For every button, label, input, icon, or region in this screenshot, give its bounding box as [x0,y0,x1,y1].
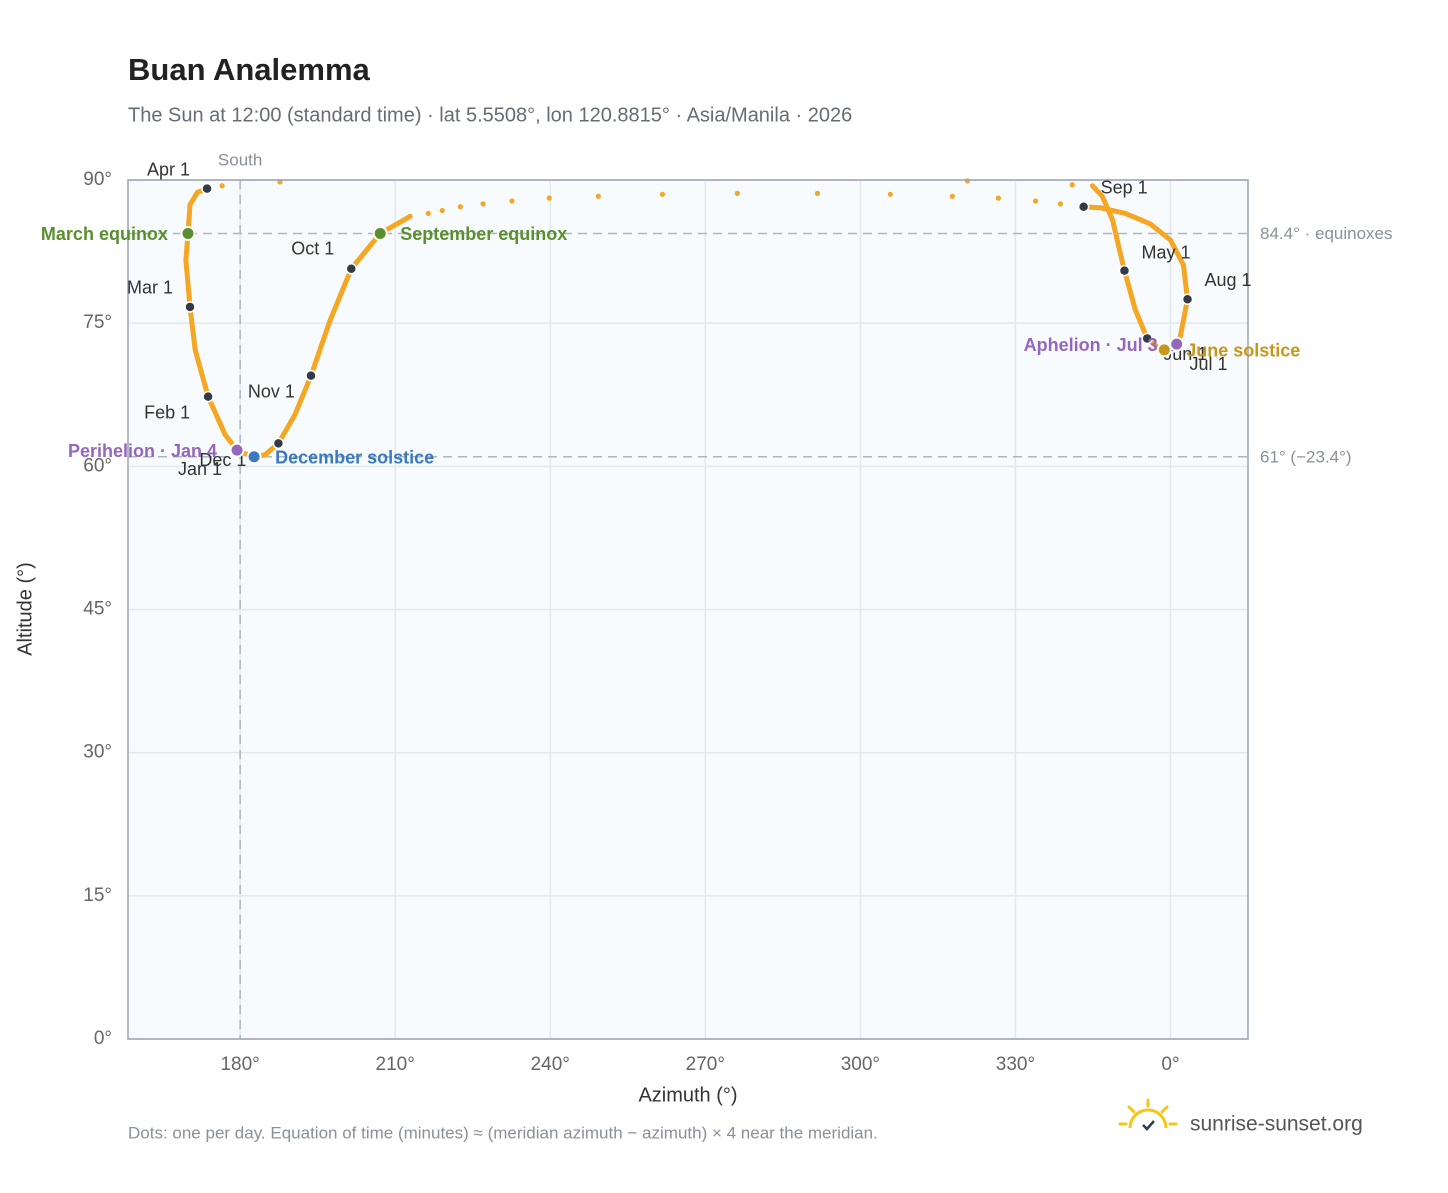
event-label: March equinox [41,224,168,244]
daily-dot [509,198,515,204]
reference-label: 84.4° · equinoxes [1260,224,1393,243]
daily-dot [995,195,1001,201]
event-marker [1156,342,1172,358]
y-tick-label: 75° [83,312,112,333]
y-tick-label: 15° [83,885,112,906]
daily-dot [457,204,463,210]
daily-dot [439,207,445,214]
daily-dot [425,210,431,217]
event-marker [180,225,196,241]
month-label: Jul 1 [1190,354,1228,374]
month-marker [184,301,196,313]
x-tick-label: 300° [841,1054,880,1075]
month-marker [1181,293,1194,306]
reference-label: 61° (−23.4°) [1260,447,1352,466]
x-tick-label: 270° [686,1054,725,1075]
daily-dot [814,190,821,196]
month-marker [1077,200,1090,213]
daily-dot [546,195,552,201]
reference-label: South [218,150,262,169]
month-marker [305,369,317,382]
month-label: Oct 1 [291,239,334,259]
chart-subtitle: The Sun at 12:00 (standard time) · lat 5… [128,104,852,126]
event-marker [246,449,262,465]
x-tick-label: 180° [220,1054,259,1075]
daily-dot [964,178,970,184]
brand-name: sunrise-sunset.org [1190,1113,1363,1136]
daily-dot [480,201,486,207]
month-marker [1118,264,1131,277]
month-marker [272,437,285,450]
month-marker [345,263,358,275]
month-marker [202,390,214,403]
y-tick-label: 45° [83,599,112,620]
event-label: December solstice [275,448,434,468]
y-tick-label: 60° [83,455,112,476]
y-axis-label: Altitude (°) [14,562,36,656]
x-tick-label: 210° [376,1054,415,1075]
daily-dot [887,191,893,197]
brand-logo [1118,1098,1178,1131]
month-label: Jan 1 [178,459,222,479]
month-marker [1141,332,1153,345]
month-label: Apr 1 [147,159,190,179]
plot-frame [127,179,1249,1040]
y-tick-label: 0° [94,1028,112,1049]
event-marker [372,225,388,241]
month-label: May 1 [1141,242,1190,262]
event-label: September equinox [400,224,567,244]
x-tick-label: 0° [1161,1054,1179,1075]
footnote: Dots: one per day. Equation of time (min… [128,1123,878,1142]
event-label: June solstice [1186,341,1300,361]
y-tick-label: 30° [83,742,112,763]
daily-dot [1069,182,1075,188]
daily-dot [1032,198,1039,204]
month-label: Aug 1 [1205,270,1252,290]
month-marker [201,182,213,195]
event-marker [1169,336,1185,352]
daily-dot [734,190,740,196]
event-label: Aphelion · Jul 3 [1024,335,1158,355]
x-tick-label: 330° [996,1054,1035,1075]
daily-dot [1057,201,1063,207]
chart-title: Buan Analemma [128,52,371,87]
event-label: Perihelion · Jan 4 [68,441,217,461]
month-label: Mar 1 [127,278,173,298]
y-tick-label: 90° [83,169,112,190]
month-label: Sep 1 [1101,177,1148,197]
event-marker [229,442,245,458]
month-label: Nov 1 [248,381,295,401]
x-axis-label: Azimuth (°) [638,1084,737,1106]
x-tick-label: 240° [531,1054,570,1075]
daily-dot [595,193,601,199]
daily-dot [219,183,225,189]
month-label: Feb 1 [144,402,190,422]
daily-dot [949,193,955,199]
daily-dot [659,191,666,197]
